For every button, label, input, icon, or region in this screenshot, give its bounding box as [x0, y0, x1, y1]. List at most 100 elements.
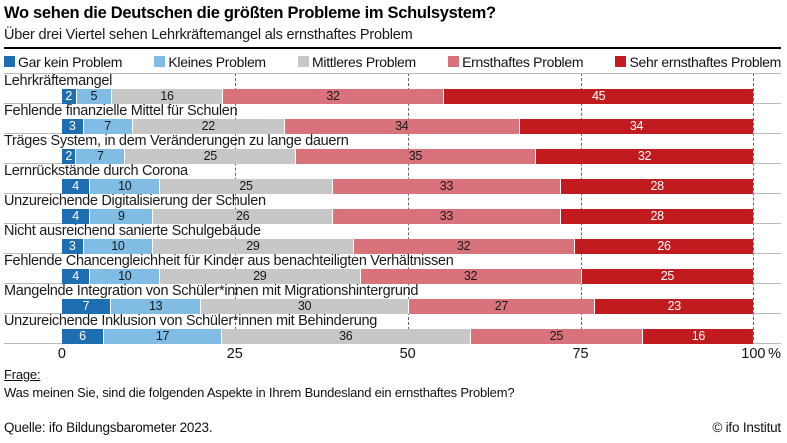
legend-swatch-icon: [615, 56, 627, 67]
legend-item-0: Gar kein Problem: [4, 54, 122, 70]
legend-swatch-icon: [298, 56, 310, 67]
category-label: Fehlende finanzielle Mittel für Schulen: [4, 103, 238, 119]
bar-value-label: 28: [650, 179, 664, 193]
bar-segment: 4: [61, 179, 90, 194]
bar-value-label: 32: [637, 149, 652, 163]
legend-swatch-icon: [4, 56, 15, 67]
bar-value-label: 30: [297, 299, 312, 313]
gridline-25: [234, 73, 236, 340]
x-axis: 0 25 50 75 100%: [4, 344, 781, 364]
bar-value-label: 34: [395, 119, 409, 133]
stacked-bar: 4 10 29 32 25: [61, 269, 754, 284]
stacked-bar: 3 7 22 34 34: [61, 119, 754, 134]
page-title: Wo sehen die Deutschen die größten Probl…: [4, 4, 496, 22]
bar-value-label: 17: [155, 329, 170, 343]
legend-item-4: Sehr ernsthaftes Problem: [615, 54, 781, 70]
bar-segment: 9: [90, 209, 153, 224]
header-divider: [4, 47, 781, 49]
bar-segment: 26: [574, 239, 754, 254]
bar-segment: 35: [296, 149, 535, 164]
bar-segment: 25: [581, 269, 754, 284]
category-label: Mangelnde Integration von Schüler*innen …: [4, 283, 419, 299]
chart-row: Mangelnde Integration von Schüler*innen …: [4, 283, 781, 314]
category-label: Unzureichende Digitalisierung der Schule…: [4, 193, 266, 209]
bar-value-label: 33: [439, 179, 454, 193]
category-label: Träges System, in dem Veränderungen zu l…: [4, 133, 349, 149]
bar-segment: 2: [61, 149, 76, 164]
stacked-bar: 6 17 36 25 16: [61, 329, 754, 344]
bar-segment: 33: [333, 209, 560, 224]
bar-segment: 36: [222, 329, 470, 344]
bar-segment: 34: [519, 119, 754, 134]
bar-segment: 28: [560, 179, 754, 194]
bar-value-label: 16: [160, 89, 174, 103]
bar-value-label: 29: [246, 239, 260, 253]
bar-segment: 33: [333, 179, 560, 194]
bar-value-label: 7: [104, 119, 111, 133]
bar-value-label: 26: [235, 209, 250, 223]
bar-value-label: 16: [691, 329, 706, 343]
x-tick-50: 50: [399, 346, 416, 362]
bar-segment: 27: [408, 299, 595, 314]
bar-value-label: 25: [549, 329, 564, 343]
bar-segment: 2: [61, 89, 76, 104]
bar-value-label: 10: [111, 239, 125, 253]
source-text: Quelle: ifo Bildungsbarometer 2023.: [4, 420, 213, 435]
x-tick-100: 100: [741, 346, 766, 362]
bar-segment: 29: [160, 269, 360, 284]
x-tick-25: 25: [226, 346, 243, 362]
bar-segment: 32: [360, 269, 581, 284]
bar-value-label: 25: [203, 149, 218, 163]
legend-item-3: Ernsthaftes Problem: [448, 54, 584, 70]
bar-value-label: 33: [439, 209, 454, 223]
bar-value-label: 36: [339, 329, 353, 343]
bar-value-label: 22: [201, 119, 216, 133]
bar-segment: 6: [61, 329, 104, 344]
bar-value-label: 10: [118, 269, 132, 283]
bar-value-label: 3: [68, 239, 76, 253]
stacked-bar: 3 10 29 32 26: [61, 239, 754, 254]
chart-row: Fehlende finanzielle Mittel für Schulen 3…: [4, 103, 781, 134]
bar-value-label: 32: [326, 89, 340, 103]
bar-segment: 32: [535, 149, 754, 164]
bar-segment: 25: [125, 149, 296, 164]
legend-label: Kleines Problem: [168, 53, 266, 70]
bar-value-label: 7: [96, 149, 104, 163]
bar-value-label: 13: [149, 299, 163, 313]
legend-swatch-icon: [154, 56, 166, 67]
bar-value-label: 26: [657, 239, 671, 253]
bar-value-label: 4: [72, 209, 79, 223]
stacked-bar-chart: Lehrkräftemangel 2 5 16 32 45 Fehlende finanzi…: [4, 73, 781, 364]
bar-segment: 32: [223, 89, 443, 104]
bar-value-label: 2: [65, 89, 73, 103]
bar-segment: 13: [111, 299, 201, 314]
bar-segment: 16: [643, 329, 754, 344]
bar-value-label: 28: [650, 209, 664, 223]
chart-row: Lernrückstände durch Corona 4 10 25 33 28: [4, 163, 781, 194]
bar-segment: 25: [470, 329, 643, 344]
bar-segment: 3: [61, 119, 83, 134]
bar-value-label: 23: [667, 299, 682, 313]
bar-segment: 26: [153, 209, 332, 224]
bar-value-label: 10: [118, 179, 132, 193]
chart-row: Unzureichende Inklusion von Schüler*inne…: [4, 313, 781, 344]
bar-segment: 22: [132, 119, 284, 134]
legend-item-1: Kleines Problem: [154, 53, 266, 70]
bar-segment: 17: [104, 329, 221, 344]
chart-row: Träges System, in dem Veränderungen zu l…: [4, 133, 781, 164]
bar-value-label: 4: [72, 269, 79, 283]
bar-value-label: 7: [82, 299, 90, 313]
bar-segment: 45: [444, 89, 754, 104]
bar-value-label: 29: [253, 269, 267, 283]
category-label: Nicht ausreichend sanierte Schulgebäude: [4, 223, 261, 239]
question-label: Frage:: [4, 367, 41, 382]
legend-label: Sehr ernsthaftes Problem: [629, 53, 781, 70]
chart-row: Unzureichende Digitalisierung der Schule…: [4, 193, 781, 224]
bar-value-label: 3: [68, 119, 76, 133]
bar-segment: 34: [284, 119, 519, 134]
bar-value-label: 45: [592, 89, 606, 103]
bar-segment: 7: [61, 299, 110, 314]
stacked-bar: 4 9 26 33 28: [61, 209, 754, 224]
source-row: Quelle: ifo Bildungsbarometer 2023. © if…: [4, 420, 781, 435]
